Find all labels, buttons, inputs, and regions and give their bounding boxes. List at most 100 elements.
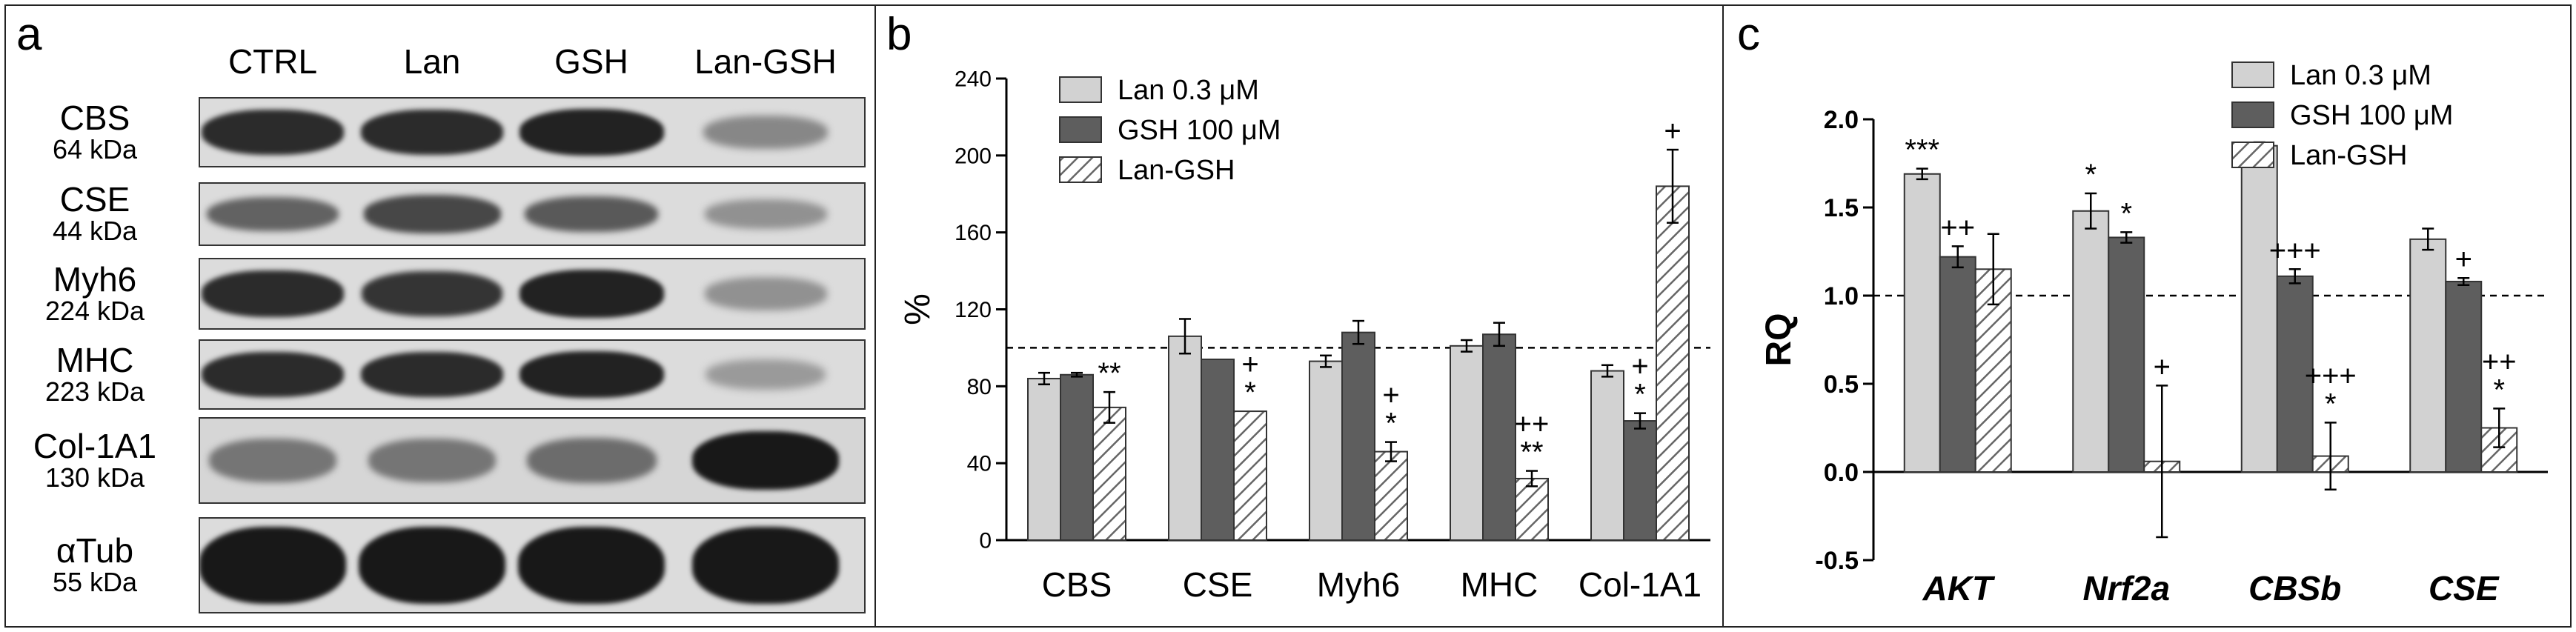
y-tick-label: 1.0 — [1824, 282, 1859, 310]
x-category-label: CSE — [2429, 569, 2500, 608]
blot-strip — [199, 97, 866, 167]
x-category-label: Col-1A1 — [1579, 565, 1702, 604]
significance-annotation: + — [1631, 350, 1648, 383]
lane-label: Lan-GSH — [694, 42, 837, 81]
molecular-weight: 223 kDa — [44, 376, 145, 407]
protein-name: Col-1A1 — [33, 426, 157, 465]
blot-label: CBS 64 kDa — [6, 98, 184, 164]
blot-band — [363, 195, 501, 233]
significance-annotation: + — [1241, 348, 1258, 381]
legend-label: GSH 100 μM — [1118, 115, 1281, 146]
protein-name: αTub — [56, 531, 134, 570]
significance-annotation: * — [2493, 373, 2505, 406]
panel-b-protein-chart: b 0 40 80 120 160 200 240% ** CBS + * CSE + * Myh6 ++ **… — [874, 4, 1724, 628]
legend-swatch — [2231, 61, 2274, 88]
protein-name: MHC — [56, 340, 134, 379]
y-tick-label: 1.5 — [1824, 194, 1859, 222]
protein-name: Myh6 — [53, 259, 137, 299]
legend-swatch — [2231, 102, 2274, 128]
panel-c-rq-chart: c -0.5 0.0 0.5 1.0 1.5 2.0 RQ *** ++ AKT * * + Nrf2a *… — [1722, 4, 2572, 628]
significance-annotation: + — [1664, 115, 1681, 147]
bar — [1233, 410, 1267, 541]
blot-strip — [199, 417, 866, 504]
y-tick-label: 0 — [979, 529, 992, 553]
y-tick-label: -0.5 — [1815, 547, 1859, 575]
y-tick-label: 160 — [955, 221, 992, 245]
blot-band — [692, 527, 839, 604]
y-tick-label: 0.0 — [1824, 459, 1859, 487]
bar — [1341, 331, 1375, 541]
y-axis-label: RQ — [1759, 313, 1799, 367]
protein-name: CSE — [59, 180, 130, 219]
significance-annotation: *** — [1905, 134, 1939, 167]
blot-band — [692, 430, 839, 490]
significance-annotation: * — [1634, 379, 1646, 411]
blot-strip — [199, 339, 866, 410]
legend-label: GSH 100 μM — [2290, 100, 2453, 131]
blot-band — [704, 199, 827, 229]
bar — [2276, 275, 2314, 473]
significance-annotation: + — [2455, 243, 2472, 276]
blot-label: Col-1A1 130 kDa — [6, 428, 184, 492]
blot-band — [518, 527, 665, 604]
blot-label: Myh6 224 kDa — [6, 259, 184, 325]
bar — [2072, 210, 2110, 473]
bar — [2240, 144, 2278, 473]
legend-label: Lan 0.3 μM — [2290, 60, 2431, 91]
molecular-weight: 130 kDa — [44, 462, 145, 493]
x-category-label: CSE — [1183, 565, 1253, 604]
significance-annotation: * — [2120, 197, 2132, 230]
bar — [1590, 370, 1624, 542]
significance-annotation: ** — [1098, 357, 1121, 390]
x-category-label: MHC — [1461, 565, 1538, 604]
bar — [1201, 358, 1235, 541]
y-tick-label: 2.0 — [1824, 106, 1859, 134]
blot-band — [207, 196, 339, 232]
blot-band — [201, 109, 345, 156]
legend-label: Lan-GSH — [1118, 155, 1235, 186]
blot-band — [519, 108, 664, 156]
blot-band — [201, 351, 345, 398]
bar — [1623, 420, 1657, 542]
significance-annotation: ++ — [1515, 408, 1550, 441]
significance-annotation: ++ — [2482, 345, 2517, 378]
blot-band — [519, 350, 664, 399]
blot-band — [705, 359, 826, 390]
lane-label: Lan — [403, 42, 461, 81]
legend-swatch — [1059, 76, 1102, 103]
molecular-weight: 64 kDa — [52, 133, 138, 164]
bar — [2445, 280, 2483, 473]
y-axis-label: % — [898, 293, 937, 325]
panel-c-letter: c — [1737, 9, 1760, 60]
bar — [1309, 360, 1343, 541]
blot-band — [362, 270, 502, 317]
panel-a-western-blot: a CTRL Lan GSH Lan-GSH CBS 64 kDa CSE 44 kDa My… — [4, 4, 876, 628]
blot-label: MHC 223 kDa — [6, 342, 184, 406]
bar — [1903, 173, 1941, 473]
x-category-label: CBS — [1042, 565, 1112, 604]
y-tick-label: 40 — [967, 452, 992, 476]
x-category-label: AKT — [1922, 569, 1995, 608]
chart-b-svg: 04080120160200240%**CBS+*CSE+*Myh6++**MH… — [898, 67, 1710, 604]
bar — [2108, 236, 2145, 473]
blot-band — [360, 109, 504, 156]
blot-band — [200, 527, 346, 604]
blot-band — [519, 270, 664, 318]
protein-name: CBS — [59, 98, 130, 137]
bar — [1515, 477, 1549, 542]
blot-band — [359, 527, 505, 604]
panel-b-letter: b — [886, 9, 912, 60]
blot-band — [704, 277, 827, 310]
legend-swatch — [1059, 116, 1102, 143]
significance-annotation: ++ — [1940, 211, 1975, 244]
bar — [1939, 256, 1976, 473]
significance-annotation: * — [1244, 376, 1256, 409]
blot-band — [525, 196, 658, 233]
x-category-label: CBSb — [2248, 569, 2341, 608]
blot-label: αTub 55 kDa — [6, 533, 184, 596]
significance-annotation: * — [2085, 159, 2097, 191]
y-tick-label: 200 — [955, 144, 992, 168]
significance-annotation: ** — [1520, 436, 1543, 469]
significance-annotation: * — [2325, 387, 2337, 420]
bar — [1482, 333, 1516, 541]
